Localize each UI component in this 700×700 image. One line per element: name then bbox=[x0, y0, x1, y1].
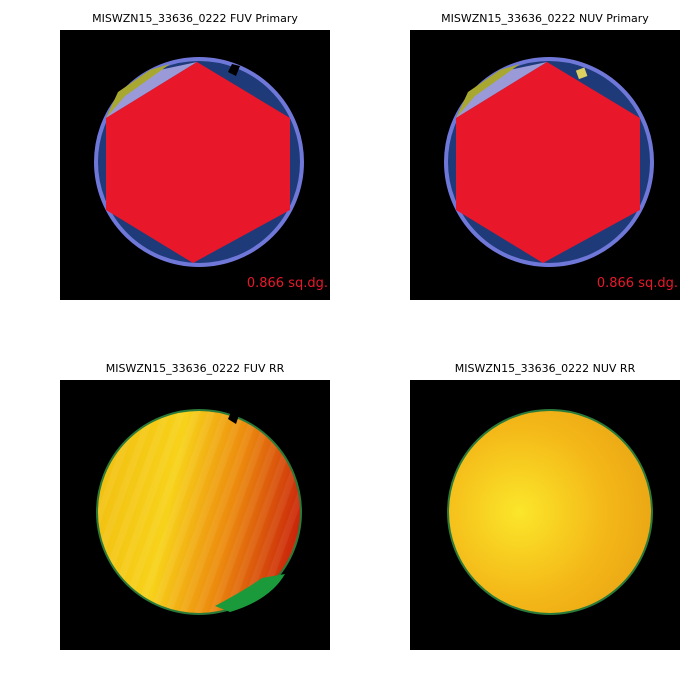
panel-nuv-primary: MISWZN15_33636_0222 NUV Primary 0.866 sq… bbox=[410, 12, 680, 300]
notch bbox=[228, 410, 240, 424]
area-label: 0.866 sq.dg. bbox=[597, 276, 678, 291]
area-label: 0.866 sq.dg. bbox=[247, 276, 328, 291]
panel-title: MISWZN15_33636_0222 FUV Primary bbox=[92, 12, 298, 25]
panel-title: MISWZN15_33636_0222 FUV RR bbox=[106, 362, 285, 375]
panel-fuv-primary: MISWZN15_33636_0222 FUV Primary 0.866 sq… bbox=[60, 12, 330, 300]
stripes bbox=[98, 411, 300, 613]
notch bbox=[228, 64, 240, 76]
response-map bbox=[447, 409, 653, 615]
panel-fuv-rr: MISWZN15_33636_0222 FUV RR bbox=[60, 362, 330, 650]
panel-title: MISWZN15_33636_0222 NUV Primary bbox=[441, 12, 649, 25]
region bbox=[215, 574, 285, 612]
hexagon bbox=[456, 62, 640, 263]
panel-title: MISWZN15_33636_0222 NUV RR bbox=[455, 362, 636, 375]
panel-nuv-rr: MISWZN15_33636_0222 NUV RR bbox=[410, 362, 680, 650]
hexagon bbox=[106, 62, 290, 263]
region bbox=[575, 67, 588, 80]
